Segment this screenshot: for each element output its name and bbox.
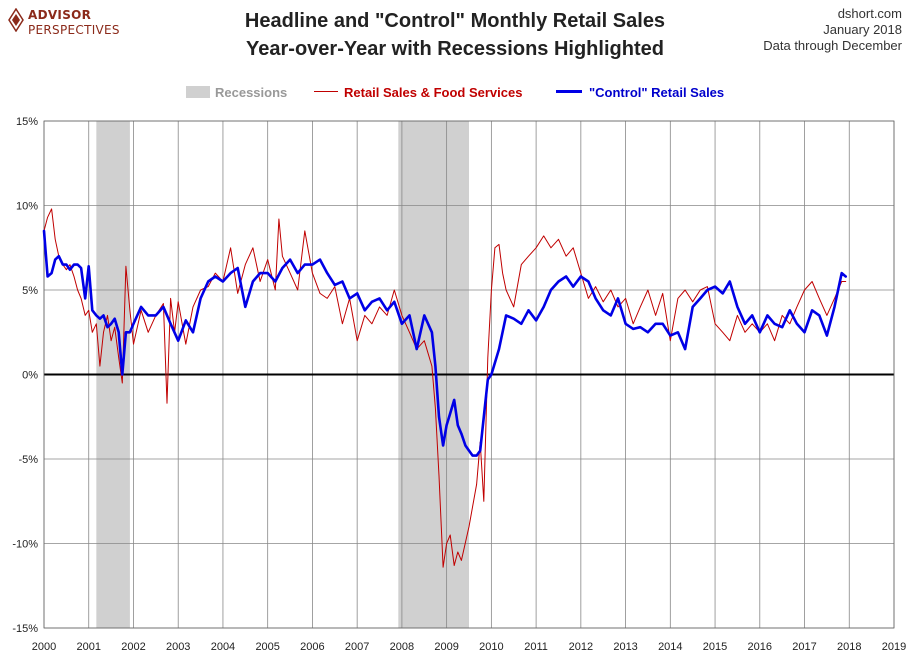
- y-tick-label: -10%: [12, 539, 38, 551]
- x-tick-label: 2009: [434, 641, 458, 653]
- x-tick-label: 2005: [255, 641, 279, 653]
- x-tick-label: 2008: [390, 641, 414, 653]
- x-tick-label: 2006: [300, 641, 324, 653]
- x-tick-label: 2002: [121, 641, 145, 653]
- logo-text-line2: PERSPECTIVES: [28, 23, 120, 37]
- x-tick-label: 2004: [211, 641, 235, 653]
- y-tick-label: 0%: [22, 370, 38, 382]
- x-tick-label: 2013: [613, 641, 637, 653]
- chart-title-line2: Year-over-Year with Recessions Highlight…: [246, 38, 664, 60]
- logo-text-line1: ADVISOR: [28, 8, 92, 22]
- x-tick-label: 2015: [703, 641, 727, 653]
- publish-date-label: January 2018: [823, 22, 902, 37]
- x-tick-label: 2016: [748, 641, 772, 653]
- y-tick-label: 10%: [16, 201, 38, 213]
- logo-mark-icon: [8, 8, 24, 32]
- chart-legend: Recessions Retail Sales & Food Services …: [0, 82, 910, 102]
- y-tick-label: -15%: [12, 623, 38, 635]
- source-label: dshort.com: [837, 6, 902, 21]
- legend-swatch-control: [556, 90, 582, 93]
- x-tick-label: 2001: [76, 641, 100, 653]
- legend-label-recessions: Recessions: [215, 85, 288, 100]
- y-tick-label: 5%: [22, 285, 38, 297]
- x-tick-label: 2003: [166, 641, 190, 653]
- x-tick-label: 2007: [345, 641, 369, 653]
- x-tick-label: 2019: [882, 641, 906, 653]
- legend-label-control: "Control" Retail Sales: [589, 85, 725, 100]
- x-tick-label: 2014: [658, 641, 682, 653]
- x-tick-label: 2017: [792, 641, 816, 653]
- legend-swatch-recessions: [186, 86, 210, 98]
- control-sales-line: [42, 229, 848, 457]
- y-tick-label: -5%: [18, 454, 38, 466]
- x-tick-label: 2012: [569, 641, 593, 653]
- y-tick-label: 15%: [16, 116, 38, 128]
- x-tick-label: 2011: [524, 641, 548, 653]
- data-through-label: Data through December: [763, 38, 902, 53]
- legend-label-retail: Retail Sales & Food Services: [344, 85, 523, 100]
- x-tick-label: 2010: [479, 641, 503, 653]
- plot-border: [43, 120, 895, 629]
- x-tick-label: 2000: [32, 641, 56, 653]
- chart-title-line1: Headline and "Control" Monthly Retail Sa…: [244, 10, 666, 32]
- legend-swatch-retail: [314, 91, 338, 92]
- retail-sales-line: [43, 208, 847, 568]
- x-tick-label: 2018: [837, 641, 861, 653]
